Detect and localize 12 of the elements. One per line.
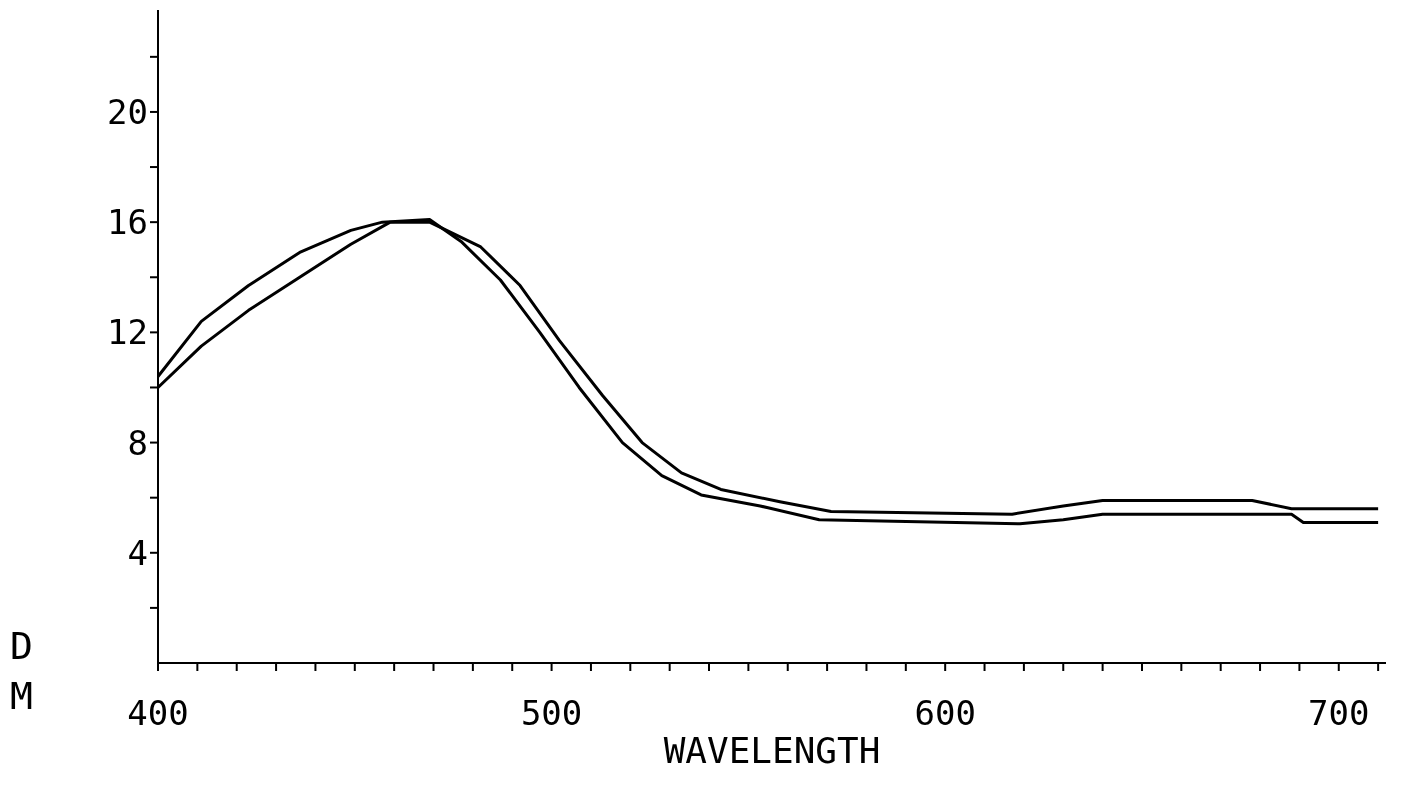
- text: D: [10, 624, 33, 668]
- y-tick-label: 8: [127, 422, 148, 463]
- x-axis-title: WAVELENGTH: [663, 730, 881, 771]
- x-tick-label: 500: [520, 693, 583, 734]
- text: M: [10, 674, 33, 718]
- y-tick-label: 20: [107, 92, 148, 133]
- x-tick-label: 600: [914, 693, 976, 734]
- y-tick-label: 4: [127, 532, 148, 573]
- x-tick-label: 400: [127, 693, 189, 734]
- y-tick-label: 16: [107, 202, 148, 243]
- y-tick-label: 12: [107, 312, 148, 353]
- x-tick-label: 700: [1308, 693, 1370, 734]
